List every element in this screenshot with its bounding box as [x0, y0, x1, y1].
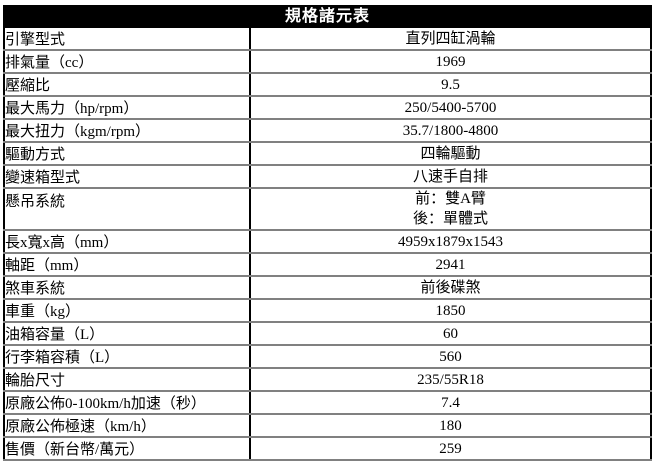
spec-value: 9.5	[250, 73, 651, 97]
spec-label: 煞車系統	[4, 276, 251, 300]
spec-label: 驅動方式	[4, 142, 251, 166]
spec-label: 變速箱型式	[4, 165, 251, 189]
spec-value: 2941	[250, 253, 651, 277]
table-row: 最大馬力（hp/rpm） 250/5400-5700	[4, 96, 651, 120]
spec-value: 7.4	[250, 391, 651, 415]
spec-value: 235/55R18	[250, 368, 651, 392]
spec-value: 60	[250, 322, 651, 346]
spec-value: 250/5400-5700	[250, 96, 651, 120]
spec-value: 前：雙A臂 後：單體式	[250, 188, 651, 231]
table-row: 行李箱容積（L） 560	[4, 345, 651, 369]
table-row: 懸吊系統 前：雙A臂 後：單體式	[4, 188, 651, 231]
spec-label: 長x寬x高（mm）	[4, 230, 251, 254]
spec-label: 引擎型式	[4, 28, 251, 51]
spec-value: 1969	[250, 50, 651, 74]
table-row: 原廠公佈極速（km/h） 180	[4, 414, 651, 438]
spec-label: 油箱容量（L）	[4, 322, 251, 346]
spec-value: 180	[250, 414, 651, 438]
spec-label: 壓縮比	[4, 73, 251, 97]
spec-label: 懸吊系統	[4, 188, 251, 231]
spec-label: 原廠公佈極速（km/h）	[4, 414, 251, 438]
table-row: 煞車系統 前後碟煞	[4, 276, 651, 300]
spec-value: 1850	[250, 299, 651, 323]
spec-label: 車重（kg）	[4, 299, 251, 323]
table-row: 原廠公佈0-100km/h加速（秒） 7.4	[4, 391, 651, 415]
table-row: 排氣量（cc） 1969	[4, 50, 651, 74]
spec-value: 四輪驅動	[250, 142, 651, 166]
table-row: 引擎型式 直列四缸渦輪	[4, 28, 651, 51]
spec-label: 售價（新台幣/萬元）	[4, 437, 251, 461]
spec-label: 原廠公佈0-100km/h加速（秒）	[4, 391, 251, 415]
spec-value: 前後碟煞	[250, 276, 651, 300]
table-row: 油箱容量（L） 60	[4, 322, 651, 346]
table-title: 規格諸元表	[3, 5, 652, 28]
table-row: 變速箱型式 八速手自排	[4, 165, 651, 189]
spec-value: 八速手自排	[250, 165, 651, 189]
table-row: 驅動方式 四輪驅動	[4, 142, 651, 166]
spec-label: 行李箱容積（L）	[4, 345, 251, 369]
spec-label: 軸距（mm）	[4, 253, 251, 277]
spec-value: 259	[250, 437, 651, 461]
spec-value: 4959x1879x1543	[250, 230, 651, 254]
spec-value: 直列四缸渦輪	[250, 28, 651, 51]
spec-label: 最大馬力（hp/rpm）	[4, 96, 251, 120]
table-row: 壓縮比 9.5	[4, 73, 651, 97]
spec-value: 560	[250, 345, 651, 369]
spec-value: 35.7/1800-4800	[250, 119, 651, 143]
table-row: 軸距（mm） 2941	[4, 253, 651, 277]
table-row: 長x寬x高（mm） 4959x1879x1543	[4, 230, 651, 254]
spec-label: 最大扭力（kgm/rpm）	[4, 119, 251, 143]
spec-label: 排氣量（cc）	[4, 50, 251, 74]
table-row: 輪胎尺寸 235/55R18	[4, 368, 651, 392]
spec-table: 規格諸元表 引擎型式 直列四缸渦輪 排氣量（cc） 1969 壓縮比 9.5 最…	[3, 5, 652, 461]
table-row: 最大扭力（kgm/rpm） 35.7/1800-4800	[4, 119, 651, 143]
spec-table-body: 引擎型式 直列四缸渦輪 排氣量（cc） 1969 壓縮比 9.5 最大馬力（hp…	[3, 28, 652, 461]
table-row: 售價（新台幣/萬元） 259	[4, 437, 651, 461]
table-row: 車重（kg） 1850	[4, 299, 651, 323]
spec-label: 輪胎尺寸	[4, 368, 251, 392]
